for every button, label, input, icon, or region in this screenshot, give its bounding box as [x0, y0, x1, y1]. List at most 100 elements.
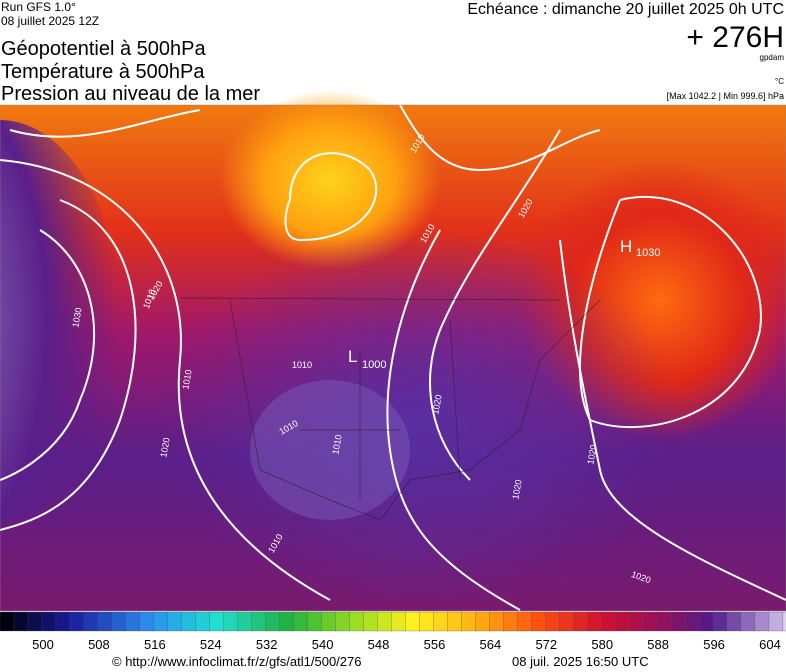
run-date: 08 juillet 2025 12Z	[1, 14, 99, 28]
colorbar-label: 532	[256, 637, 278, 652]
colorbar-swatch	[125, 611, 141, 632]
colorbar-swatch	[628, 611, 644, 632]
low-letter: L	[348, 347, 357, 366]
colorbar-swatch	[601, 611, 616, 632]
colorbar-swatch	[433, 611, 449, 632]
colorbar-swatch	[97, 611, 113, 632]
colorbar-swatch	[531, 611, 546, 632]
colorbar-label: 524	[200, 637, 222, 652]
colorbar-swatch	[517, 611, 532, 632]
colorbar-swatch	[41, 611, 57, 632]
isobar-label: 1010	[180, 369, 193, 390]
high-letter: H	[620, 237, 632, 256]
lead-time: + 276H	[686, 21, 784, 54]
colorbar-swatch	[83, 611, 99, 632]
colorbar-swatch	[293, 611, 309, 632]
colorbar-swatch	[251, 611, 267, 632]
colorbar-swatch	[712, 611, 728, 632]
unit: gpdam	[760, 53, 785, 62]
colorbar-label: 556	[424, 637, 446, 652]
colorbar-swatch	[782, 611, 786, 632]
colorbar-swatch	[419, 611, 435, 632]
colorbar-swatch	[265, 611, 281, 632]
colorbar-swatch	[615, 611, 630, 632]
colorbar-label: 508	[88, 637, 110, 652]
isobar-label: 1020	[585, 444, 598, 465]
colorbar-swatch	[447, 611, 463, 632]
colorbar-swatch	[656, 611, 672, 632]
colorbar-swatch	[559, 611, 574, 632]
colorbar-swatch	[587, 611, 602, 632]
isobar-label: 1030	[70, 307, 83, 328]
colorbar-label: 500	[32, 637, 54, 652]
colorbar-swatch	[55, 611, 71, 632]
cold-low	[0, 120, 120, 520]
colorbar-swatch	[181, 611, 197, 632]
colorbar-swatch	[307, 611, 323, 632]
colorbar-swatch	[698, 611, 714, 632]
title: Géopotentiel à 500hPa	[1, 38, 206, 60]
colorbar-swatch	[754, 611, 770, 632]
colorbar-swatch	[726, 611, 742, 632]
colorbar-swatch	[363, 611, 379, 632]
colorbar-swatch	[573, 611, 588, 632]
colorbar-swatch	[405, 611, 421, 632]
colorbar-swatch	[27, 611, 43, 632]
colorbar-swatch	[545, 611, 560, 632]
isobar-label: 1020	[510, 479, 523, 500]
valid-time: Echéance : dimanche 20 juillet 2025 0h U…	[467, 1, 784, 18]
run-label: Run GFS 1.0°	[1, 0, 76, 14]
cold-area	[250, 380, 410, 520]
colorbar-swatch	[237, 611, 253, 632]
isobar-label: 1020	[158, 437, 171, 458]
colorbar-swatch	[642, 611, 658, 632]
isobars	[0, 104, 786, 611]
colorbar-swatch	[111, 611, 127, 632]
colorbar-swatch	[475, 611, 490, 632]
generated-time: 08 juil. 2025 16:50 UTC	[512, 654, 649, 669]
colorbar-swatch	[69, 611, 85, 632]
colorbar-swatch	[489, 611, 504, 632]
colorbar-label: 604	[759, 637, 781, 652]
colorbar-swatch	[279, 611, 295, 632]
colorbar-swatch	[209, 611, 225, 632]
borders	[179, 297, 601, 521]
colorbar-swatch	[670, 611, 686, 632]
colorbar-swatch	[223, 611, 239, 632]
colorbar-swatch	[195, 611, 211, 632]
colorbar-swatch	[503, 611, 518, 632]
pressure-range: [Max 1042.2 | Min 999.6] hPa	[667, 91, 784, 101]
colorbar-label: 564	[480, 637, 502, 652]
colorbar-label: 596	[703, 637, 725, 652]
isobar-label: 1010	[292, 360, 312, 370]
colorbar-swatch	[167, 611, 183, 632]
colorbar-label: 540	[312, 637, 334, 652]
cold-area	[160, 230, 680, 610]
isobar-label: 1010	[330, 434, 343, 455]
colorbar-swatch	[139, 611, 155, 632]
colorbar-swatch	[377, 611, 393, 632]
colorbar-swatch	[461, 611, 476, 632]
colorbar-swatch	[13, 611, 29, 632]
isobar-label: 1020	[430, 394, 443, 415]
colorbar-label: 572	[535, 637, 557, 652]
unit: °C	[775, 77, 784, 86]
colorbar-swatch	[391, 611, 407, 632]
colorbar-label: 516	[144, 637, 166, 652]
colorbar-label: 548	[368, 637, 390, 652]
colorbar-swatch	[740, 611, 756, 632]
colorbar-swatch	[0, 611, 15, 632]
colorbar-label: 580	[591, 637, 613, 652]
colorbar-swatch	[321, 611, 337, 632]
map-frame	[0, 104, 786, 612]
high-value: 1030	[636, 247, 660, 259]
colorbar-swatch	[684, 611, 700, 632]
colorbar-label: 588	[647, 637, 669, 652]
low-value: 1000	[362, 359, 386, 371]
colorbar-swatch	[768, 611, 784, 632]
title: Pression au niveau de la mer	[1, 83, 260, 105]
warm-area	[220, 90, 440, 270]
title: Température à 500hPa	[1, 61, 205, 83]
